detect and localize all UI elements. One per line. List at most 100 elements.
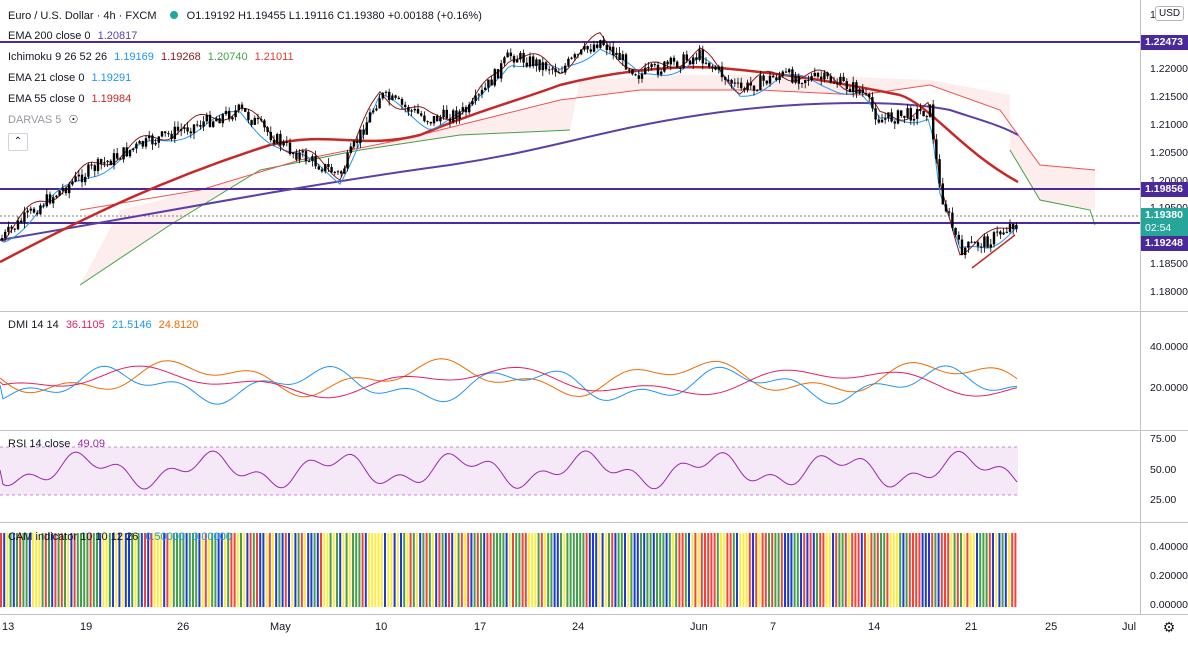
cam-bar xyxy=(697,533,700,607)
candle-body xyxy=(64,187,68,194)
candle-body xyxy=(608,46,612,50)
cam-bar xyxy=(787,533,790,607)
cam-bar xyxy=(812,533,815,607)
candle-body xyxy=(45,194,48,207)
cam-bar xyxy=(976,533,978,607)
symbol-legend[interactable]: Euro / U.S. Dollar · 4h · FXCM O1.19192 … xyxy=(8,9,486,23)
legend-dmi[interactable]: DMI 14 14 36.1105 21.5146 24.8120 xyxy=(8,319,199,331)
cam-bar xyxy=(265,533,268,607)
eye-hidden-icon[interactable]: ☉ xyxy=(68,114,79,126)
collapse-legend-icon[interactable]: ⌃ xyxy=(8,133,28,151)
candle-body xyxy=(743,88,746,91)
cam-bar xyxy=(105,533,108,607)
cam-bar xyxy=(467,533,470,607)
cam-bar xyxy=(704,533,706,607)
cam-bar xyxy=(617,533,620,607)
candle-body xyxy=(868,93,871,98)
candle-body xyxy=(404,104,407,108)
cam-bar xyxy=(918,533,921,607)
candle-body xyxy=(164,131,167,134)
cam-bar xyxy=(899,533,902,607)
cam-bar xyxy=(201,533,204,607)
candle-body xyxy=(852,82,855,92)
price-tag-3: 1.19248 xyxy=(1141,236,1188,251)
candle-body xyxy=(628,69,631,71)
legend-ema21[interactable]: EMA 21 close 0 1.19291 xyxy=(8,72,132,84)
candle-body xyxy=(388,91,391,101)
cam-bar xyxy=(60,533,63,607)
currency-button[interactable]: USD xyxy=(1155,6,1185,21)
cam-bar xyxy=(345,533,348,607)
candle-body xyxy=(439,117,442,122)
dmi-tick: 40.0000 xyxy=(1150,341,1188,353)
candle-body xyxy=(276,133,279,144)
candle-body xyxy=(698,49,701,60)
candle-body xyxy=(903,115,906,118)
settings-gear-icon[interactable]: ⚙ xyxy=(1160,619,1178,635)
time-label: May xyxy=(270,621,291,633)
trend-line xyxy=(971,234,1016,269)
candle-body xyxy=(468,104,471,113)
ema200-line xyxy=(0,102,1019,241)
candle-body xyxy=(637,75,640,79)
cam-bar xyxy=(352,533,354,607)
legend-rsi[interactable]: RSI 14 close 49.09 xyxy=(8,438,105,450)
cam-bar xyxy=(710,533,713,607)
cam-bar xyxy=(675,533,678,607)
cam-bar xyxy=(460,533,463,607)
candle-body xyxy=(231,117,234,120)
cam-bar xyxy=(659,533,662,607)
pane-separator-cam[interactable] xyxy=(0,522,1188,523)
candle-body xyxy=(224,110,228,115)
candle-body xyxy=(768,75,772,84)
cam-bar xyxy=(131,533,134,607)
candle-body xyxy=(42,205,45,207)
candle-body xyxy=(941,183,944,205)
candle-body xyxy=(900,110,903,116)
cam-bar xyxy=(579,533,582,607)
cam-bar xyxy=(620,533,623,607)
candle-body xyxy=(503,57,506,64)
cam-bar xyxy=(310,533,313,607)
cam-bar xyxy=(716,533,719,607)
candle-body xyxy=(484,87,487,90)
cam-bar xyxy=(640,533,642,607)
cam-bar xyxy=(300,533,303,607)
legend-ichimoku[interactable]: Ichimoku 9 26 52 26 1.19169 1.19268 1.20… xyxy=(8,51,294,63)
legend-ema200[interactable]: EMA 200 close 0 1.20817 xyxy=(8,30,138,42)
cam-bar xyxy=(464,533,466,607)
cam-bar xyxy=(931,533,934,607)
candle-body xyxy=(794,76,797,83)
pane-separator-rsi[interactable] xyxy=(0,430,1188,431)
legend-cam[interactable]: CAM indicator 10 10 12 26 0.50000 0.0000… xyxy=(8,531,232,543)
legend-darvas[interactable]: DARVAS 5 ☉ xyxy=(8,114,79,126)
rsi-tick: 50.00 xyxy=(1150,464,1177,476)
adx-line xyxy=(0,365,1018,399)
time-label: 13 xyxy=(2,621,15,633)
cam-bar xyxy=(636,533,639,607)
candle-body xyxy=(621,54,624,61)
candle-body xyxy=(141,141,144,147)
candle-body xyxy=(212,121,215,127)
candle-body xyxy=(528,56,532,67)
cam-bar xyxy=(326,533,329,607)
candle-body xyxy=(397,97,400,99)
cam-bar xyxy=(444,533,447,607)
cam-bar xyxy=(400,533,402,607)
time-label: 25 xyxy=(1045,621,1058,633)
candle-body xyxy=(336,171,340,173)
pane-separator-dmi[interactable] xyxy=(0,311,1188,312)
candle-body xyxy=(269,131,272,141)
cam-bar xyxy=(915,533,918,607)
candle-body xyxy=(330,167,333,173)
cam-bar xyxy=(630,533,633,607)
cam-bar xyxy=(83,533,86,607)
candle-body xyxy=(519,52,522,60)
cam-bar xyxy=(243,533,246,607)
candle-body xyxy=(500,63,503,79)
candle-body xyxy=(52,197,55,204)
cam-bar xyxy=(195,533,198,607)
bar-countdown: 02:54 xyxy=(1141,221,1188,236)
legend-ema55[interactable]: EMA 55 close 0 1.19984 xyxy=(8,93,132,105)
